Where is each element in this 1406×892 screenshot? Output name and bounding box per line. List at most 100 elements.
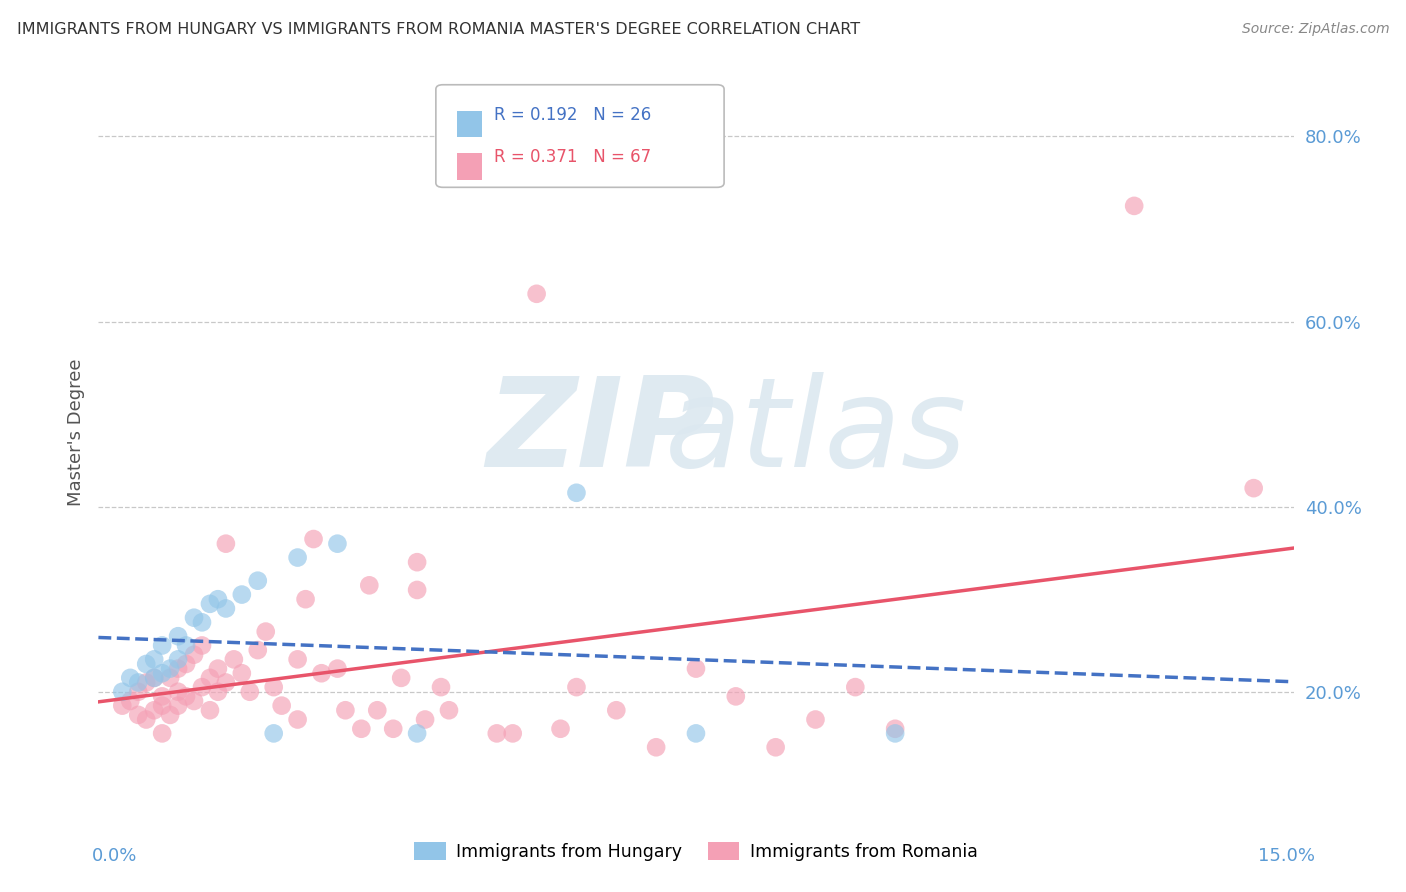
Point xyxy=(366,703,388,717)
Point xyxy=(215,536,238,550)
Point xyxy=(263,726,285,740)
Point xyxy=(120,671,142,685)
Point xyxy=(120,694,142,708)
Point xyxy=(406,555,429,569)
Point xyxy=(645,740,668,755)
Point xyxy=(127,675,149,690)
Text: R = 0.371   N = 67: R = 0.371 N = 67 xyxy=(494,148,651,166)
Point xyxy=(174,639,197,653)
Point xyxy=(565,485,588,500)
Point xyxy=(167,629,190,643)
Point xyxy=(159,671,181,685)
Point xyxy=(294,592,316,607)
Point xyxy=(565,680,588,694)
Point xyxy=(485,726,508,740)
Point xyxy=(437,703,460,717)
Point xyxy=(231,588,253,602)
Text: 0.0%: 0.0% xyxy=(91,847,136,865)
Point xyxy=(502,726,524,740)
Point xyxy=(143,703,166,717)
Point xyxy=(135,657,157,671)
Point xyxy=(198,597,221,611)
Point xyxy=(159,662,181,676)
Point xyxy=(724,690,747,704)
Point xyxy=(127,685,149,699)
Text: R = 0.192   N = 26: R = 0.192 N = 26 xyxy=(494,106,651,124)
Text: atlas: atlas xyxy=(665,372,966,493)
Point xyxy=(605,703,627,717)
Point xyxy=(1123,199,1146,213)
Point xyxy=(550,722,572,736)
Point xyxy=(143,652,166,666)
Text: 15.0%: 15.0% xyxy=(1257,847,1315,865)
Point xyxy=(246,643,269,657)
Point xyxy=(311,666,333,681)
Point xyxy=(239,685,262,699)
Point xyxy=(183,694,205,708)
Point xyxy=(406,582,429,597)
Point xyxy=(198,671,221,685)
Point xyxy=(350,722,373,736)
Point xyxy=(150,698,173,713)
Point xyxy=(167,662,190,676)
Point xyxy=(167,652,190,666)
Point xyxy=(287,550,309,565)
Point xyxy=(231,666,253,681)
Point xyxy=(167,698,190,713)
Point xyxy=(207,592,229,607)
Legend: Immigrants from Hungary, Immigrants from Romania: Immigrants from Hungary, Immigrants from… xyxy=(408,836,984,868)
Point xyxy=(207,685,229,699)
Text: ZIP: ZIP xyxy=(486,372,714,493)
Point xyxy=(382,722,405,736)
Point xyxy=(183,648,205,662)
Point xyxy=(207,662,229,676)
Point xyxy=(191,615,214,630)
Point xyxy=(215,675,238,690)
Point xyxy=(359,578,381,592)
Point xyxy=(254,624,277,639)
Point xyxy=(127,707,149,722)
Point xyxy=(526,286,548,301)
Point xyxy=(111,698,134,713)
Point xyxy=(413,713,436,727)
Point xyxy=(150,690,173,704)
Point xyxy=(150,639,173,653)
Point xyxy=(270,698,292,713)
Point xyxy=(287,713,309,727)
Point xyxy=(135,675,157,690)
Point xyxy=(685,726,707,740)
Point xyxy=(326,662,349,676)
Point xyxy=(406,726,429,740)
Point xyxy=(430,680,453,694)
Point xyxy=(143,671,166,685)
Point xyxy=(1243,481,1265,495)
Point xyxy=(135,713,157,727)
Point xyxy=(191,639,214,653)
Y-axis label: Master's Degree: Master's Degree xyxy=(66,359,84,507)
Point xyxy=(167,685,190,699)
Point xyxy=(287,652,309,666)
Point xyxy=(335,703,357,717)
Point xyxy=(884,722,907,736)
Point xyxy=(174,690,197,704)
Point xyxy=(198,703,221,717)
Point xyxy=(159,707,181,722)
Point xyxy=(389,671,412,685)
Point xyxy=(174,657,197,671)
Text: Source: ZipAtlas.com: Source: ZipAtlas.com xyxy=(1241,22,1389,37)
Point xyxy=(150,666,173,681)
Point xyxy=(302,532,325,546)
Point xyxy=(183,610,205,624)
Point xyxy=(263,680,285,694)
Point xyxy=(191,680,214,694)
Point xyxy=(215,601,238,615)
Point xyxy=(804,713,827,727)
Point xyxy=(111,685,134,699)
Point xyxy=(765,740,787,755)
Point xyxy=(685,662,707,676)
Point xyxy=(150,726,173,740)
Point xyxy=(844,680,866,694)
Text: IMMIGRANTS FROM HUNGARY VS IMMIGRANTS FROM ROMANIA MASTER'S DEGREE CORRELATION C: IMMIGRANTS FROM HUNGARY VS IMMIGRANTS FR… xyxy=(17,22,860,37)
Point xyxy=(884,726,907,740)
Point xyxy=(246,574,269,588)
